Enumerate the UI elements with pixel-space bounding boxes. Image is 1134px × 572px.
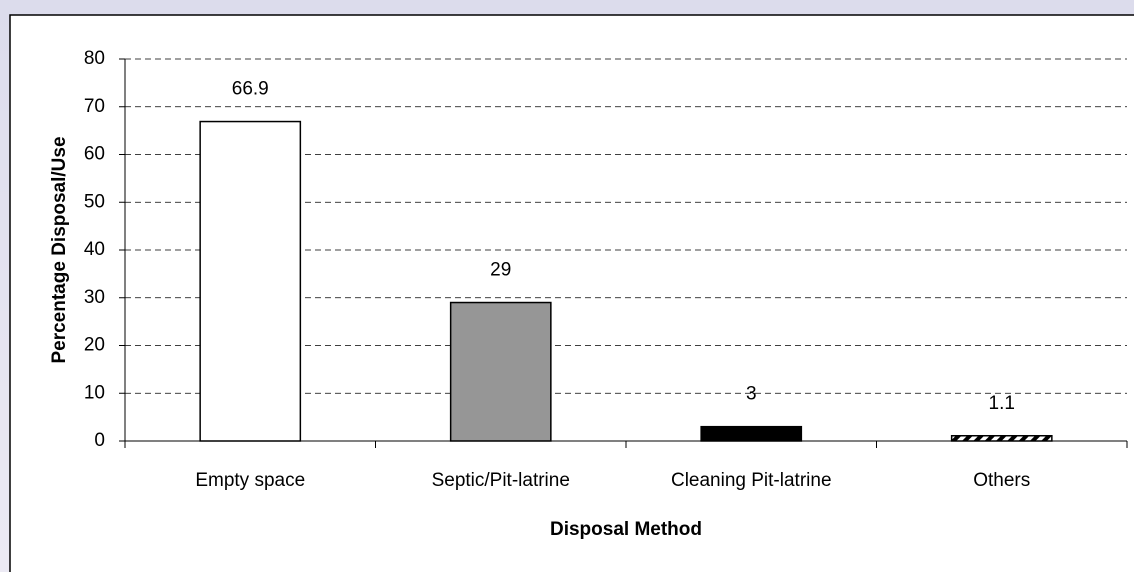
y-tick-label: 50 [84, 191, 105, 212]
y-tick-label: 30 [84, 287, 105, 308]
bar [950, 434, 1053, 442]
data-label: 3 [746, 384, 757, 405]
x-tick-label: Septic/Pit-latrine [432, 470, 570, 491]
data-label: 66.9 [232, 79, 269, 100]
y-tick-label: 70 [84, 96, 105, 117]
x-tick-label: Cleaning Pit-latrine [671, 470, 832, 491]
data-label: 29 [490, 260, 511, 281]
x-tick-label: Empty space [195, 470, 305, 491]
bar [199, 120, 302, 442]
y-axis-title: Percentage Disposal/Use [49, 136, 70, 363]
x-axis-title: Disposal Method [550, 519, 702, 540]
y-tick-label: 40 [84, 239, 105, 260]
data-label: 1.1 [989, 393, 1015, 414]
bar [449, 301, 552, 442]
y-tick-label: 80 [84, 48, 105, 69]
y-tick-label: 10 [84, 382, 105, 403]
bar [700, 425, 803, 442]
y-tick-label: 20 [84, 335, 105, 356]
y-tick-label: 0 [94, 430, 105, 451]
x-tick-label: Others [973, 470, 1030, 491]
y-tick-label: 60 [84, 144, 105, 165]
chart-area [9, 14, 1134, 572]
